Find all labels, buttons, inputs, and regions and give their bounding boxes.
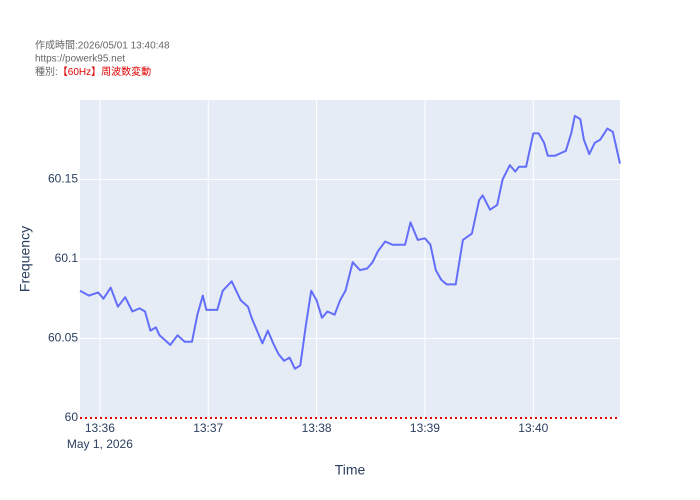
x-tick-label: 13:39: [410, 421, 440, 435]
data-line: [79, 114, 621, 370]
x-axis-title: Time: [335, 462, 366, 478]
y-axis-title: Frequency: [17, 226, 33, 292]
x-tick-label: 13:37: [193, 421, 223, 435]
url-note: https://powerk95.net: [35, 54, 125, 65]
kind-value: 【60Hz】周波数変動: [58, 65, 151, 78]
x-tick-label: 13:40: [518, 421, 548, 435]
x-tick-label: 13:38: [302, 421, 332, 435]
x-tick-label: 13:36: [85, 421, 115, 435]
y-tick-label: 60.15: [48, 172, 78, 186]
x-sublabel: May 1, 2026: [67, 437, 133, 451]
y-tick-label: 60.05: [48, 331, 78, 345]
kind-note: 種別:【60Hz】周波数変動: [35, 65, 151, 78]
created-note: 作成時間:2026/05/01 13:40:48: [35, 40, 170, 52]
y-tick-label: 60.1: [55, 251, 79, 265]
kind-label: 種別:: [35, 65, 58, 78]
y-tick-label: 60: [65, 410, 79, 424]
